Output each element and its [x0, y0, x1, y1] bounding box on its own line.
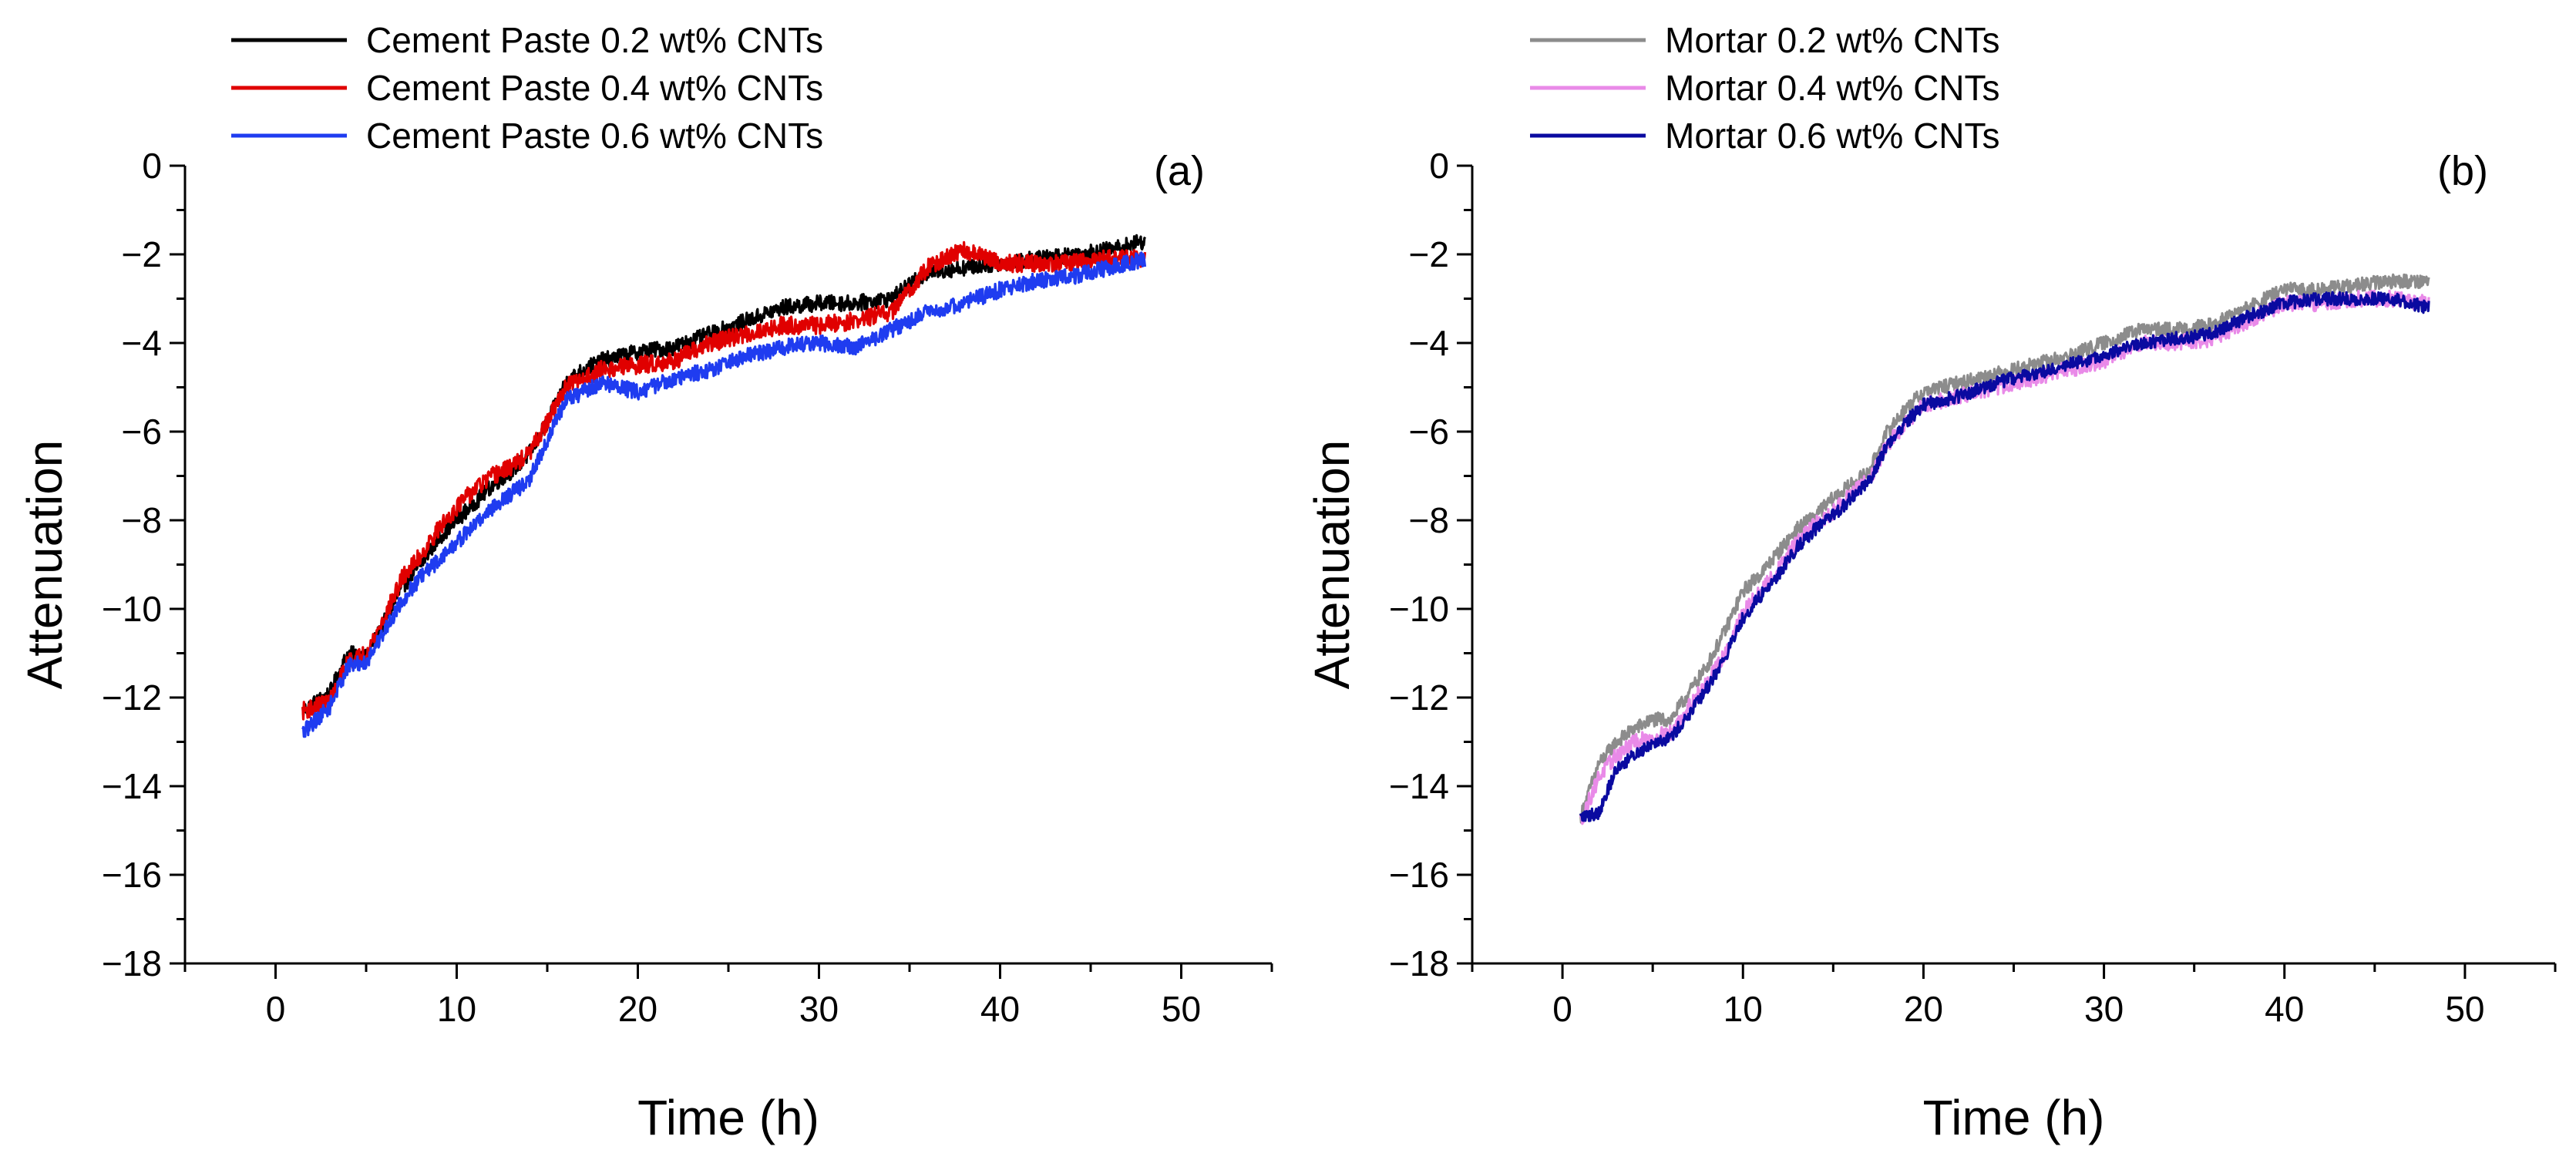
- y-axis-title: Attenuation: [17, 440, 72, 690]
- series-line-1: [301, 234, 1146, 717]
- y-tick-label: −6: [122, 412, 162, 452]
- chart-panel-b: 0 10 20 30 40 50 0 −2 −4 −6 −8 −10 −12 −14 −16 −18 Time …: [1304, 20, 2557, 1145]
- x-tick-label: 20: [1904, 989, 1943, 1029]
- x-tick-label: 10: [1723, 989, 1763, 1029]
- panel-label: (a): [1154, 148, 1205, 194]
- y-tick-label: −6: [1409, 412, 1449, 452]
- x-tick-label: 10: [437, 989, 476, 1029]
- legend: Cement Paste 0.2 wt% CNTs Cement Paste 0.…: [231, 20, 823, 156]
- x-tick-label: 40: [2265, 989, 2304, 1029]
- legend: Mortar 0.2 wt% CNTs Mortar 0.4 wt% CNTs Mo…: [1530, 20, 2000, 156]
- y-tick-label: −8: [122, 500, 162, 540]
- legend-label: Cement Paste 0.2 wt% CNTs: [366, 20, 823, 60]
- y-axis-title: Attenuation: [1304, 440, 1360, 690]
- legend-label: Cement Paste 0.4 wt% CNTs: [366, 68, 823, 108]
- panel-label: (b): [2437, 148, 2488, 194]
- x-tick-label: 50: [2445, 989, 2484, 1029]
- series-line-1: [1579, 273, 2430, 824]
- y-tick-label: −2: [122, 234, 162, 274]
- y-tick-label: −18: [1389, 943, 1449, 983]
- x-tick-label: 0: [1552, 989, 1572, 1029]
- x-tick-label: 50: [1162, 989, 1201, 1029]
- y-tick-label: −4: [1409, 323, 1449, 363]
- legend-label: Cement Paste 0.6 wt% CNTs: [366, 116, 823, 156]
- y-tick-label: −16: [1389, 855, 1449, 895]
- y-tick-label: −10: [102, 589, 162, 629]
- y-tick-label: −14: [1389, 766, 1449, 806]
- series-line-3: [1579, 291, 2430, 822]
- x-tick-label: 40: [980, 989, 1020, 1029]
- y-tick-label: −8: [1409, 500, 1449, 540]
- y-tick-label: −14: [102, 766, 162, 806]
- y-tick-label: −12: [1389, 677, 1449, 718]
- y-tick-label: −12: [102, 677, 162, 718]
- y-tick-label: 0: [1429, 146, 1449, 186]
- y-tick-label: −2: [1409, 234, 1449, 274]
- x-tick-label: 30: [2084, 989, 2124, 1029]
- y-tick-label: −16: [102, 855, 162, 895]
- x-axis-title: Time (h): [637, 1090, 819, 1145]
- legend-label: Mortar 0.6 wt% CNTs: [1665, 116, 2000, 156]
- x-tick-label: 30: [799, 989, 839, 1029]
- y-tick-label: −10: [1389, 589, 1449, 629]
- series-line-2: [301, 240, 1147, 721]
- y-tick-label: −18: [102, 943, 162, 983]
- legend-label: Mortar 0.4 wt% CNTs: [1665, 68, 2000, 108]
- x-axis-title: Time (h): [1923, 1090, 2105, 1145]
- y-tick-label: −4: [122, 323, 162, 363]
- x-tick-label: 20: [618, 989, 657, 1029]
- series-line-3: [301, 251, 1147, 738]
- legend-label: Mortar 0.2 wt% CNTs: [1665, 20, 2000, 60]
- y-tick-label: 0: [142, 146, 162, 186]
- x-tick-label: 0: [266, 989, 286, 1029]
- chart-panel-a: 0 10 20 30 40 50 0 −2 −4 −6 −8 −10 −12 −14 −16 −18 Time …: [17, 20, 1273, 1145]
